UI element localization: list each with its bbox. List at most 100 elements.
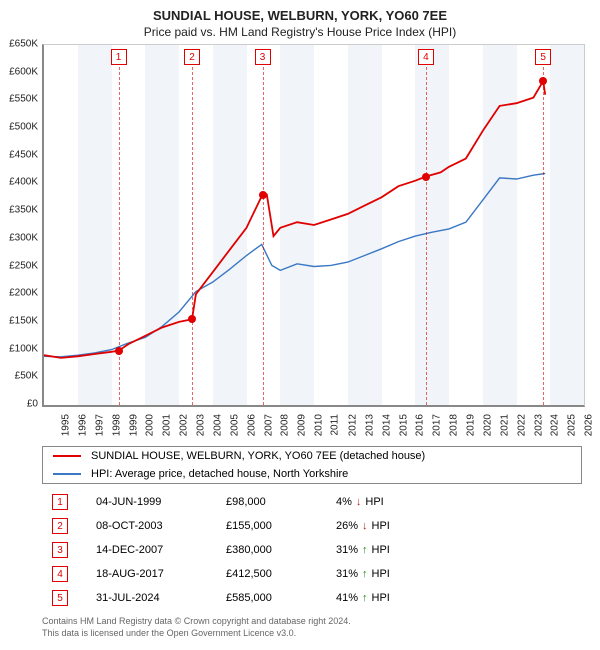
arrow-down-icon: ↓ [356,496,362,508]
sale-dot [188,315,196,323]
sale-marker: 4 [418,49,434,65]
xtick-label: 2024 [550,414,561,436]
sales-diff-hpi-label: HPI [372,568,390,580]
sales-diff-pct: 41% [336,592,358,604]
legend-swatch-hpi [53,473,81,475]
sale-dot [422,173,430,181]
xtick-label: 1998 [111,414,122,436]
sales-diff-hpi-label: HPI [372,544,390,556]
xtick-label: 2017 [432,414,443,436]
ytick-label: £500K [0,122,38,133]
legend: SUNDIAL HOUSE, WELBURN, YORK, YO60 7EE (… [42,446,582,484]
xtick-label: 1999 [128,414,139,436]
ytick-label: £150K [0,315,38,326]
sales-table: 104-JUN-1999£98,0004%↓HPI 2 08-OCT-2003£15… [42,490,582,610]
sale-vline [263,67,264,405]
xtick-label: 2008 [280,414,291,436]
chart-title: SUNDIAL HOUSE, WELBURN, YORK, YO60 7EE [0,0,600,23]
sales-diff-pct: 26% [336,520,358,532]
footnote: Contains HM Land Registry data © Crown c… [42,616,351,639]
sales-row: 531-JUL-2024£585,00041%↑HPI [42,586,582,610]
sale-dot [259,191,267,199]
sale-dot [115,347,123,355]
sales-diff: 26% ↓ HPI [336,520,426,532]
sales-date: 14-DEC-2007 [96,544,226,556]
sales-date: 08-OCT-2003 [96,520,226,532]
plot-area: 1 2 3 4 5 [42,44,585,407]
sales-row: 104-JUN-1999£98,0004%↓HPI [42,490,582,514]
legend-label-hpi: HPI: Average price, detached house, Nort… [91,468,348,480]
sale-marker: 2 [184,49,200,65]
footnote-line2: This data is licensed under the Open Gov… [42,628,351,640]
sales-diff: 4%↓HPI [336,496,426,508]
xtick-label: 2023 [533,414,544,436]
sale-vline [543,67,544,405]
xtick-label: 2009 [297,414,308,436]
xtick-label: 2010 [313,414,324,436]
sales-diff-hpi-label: HPI [372,520,390,532]
xtick-label: 2021 [499,414,510,436]
sales-row: 418-AUG-2017£412,50031%↑HPI [42,562,582,586]
sales-price: £155,000 [226,520,336,532]
ytick-label: £200K [0,288,38,299]
footnote-line1: Contains HM Land Registry data © Crown c… [42,616,351,628]
ytick-label: £300K [0,232,38,243]
sales-diff-hpi-label: HPI [372,592,390,604]
sales-diff-pct: 31% [336,544,358,556]
sales-diff: 31% ↑ HPI [336,544,426,556]
xtick-label: 2001 [162,414,173,436]
arrow-up-icon: ↑ [362,592,368,604]
sales-price: £380,000 [226,544,336,556]
chart-subtitle: Price paid vs. HM Land Registry's House … [0,23,600,43]
chart-root: SUNDIAL HOUSE, WELBURN, YORK, YO60 7EE P… [0,0,600,650]
ytick-label: £0 [0,399,38,410]
xtick-label: 2005 [229,414,240,436]
ytick-label: £100K [0,343,38,354]
xtick-label: 2025 [567,414,578,436]
xtick-label: 2015 [398,414,409,436]
sales-num: 4 [52,566,68,582]
legend-row-hpi: HPI: Average price, detached house, Nort… [43,465,581,483]
xtick-label: 1996 [77,414,88,436]
sale-marker: 5 [535,49,551,65]
xtick-label: 2013 [364,414,375,436]
xtick-label: 2003 [195,414,206,436]
arrow-up-icon: ↑ [362,544,368,556]
xtick-label: 2022 [516,414,527,436]
xtick-label: 1995 [60,414,71,436]
ytick-label: £600K [0,66,38,77]
sale-marker: 1 [111,49,127,65]
xtick-label: 2016 [415,414,426,436]
plot-svg [44,45,584,405]
arrow-up-icon: ↑ [362,568,368,580]
sale-marker: 3 [255,49,271,65]
arrow-down-icon: ↓ [362,520,368,532]
ytick-label: £50K [0,371,38,382]
xtick-label: 1997 [94,414,105,436]
xtick-label: 2018 [448,414,459,436]
xtick-label: 2019 [465,414,476,436]
sales-num: 5 [52,590,68,606]
xtick-label: 2002 [178,414,189,436]
legend-label-property: SUNDIAL HOUSE, WELBURN, YORK, YO60 7EE (… [91,450,425,462]
sales-diff: 31% ↑ HPI [336,568,426,580]
sale-dot [539,77,547,85]
xtick-label: 2006 [246,414,257,436]
sales-price: £585,000 [226,592,336,604]
xtick-label: 2007 [263,414,274,436]
ytick-label: £400K [0,177,38,188]
sales-diff-pct: 31% [336,568,358,580]
sales-date: 18-AUG-2017 [96,568,226,580]
sale-vline [426,67,427,405]
xtick-label: 2012 [347,414,358,436]
ytick-label: £450K [0,149,38,160]
sales-row: 314-DEC-2007£380,00031%↑HPI [42,538,582,562]
legend-row-property: SUNDIAL HOUSE, WELBURN, YORK, YO60 7EE (… [43,447,581,465]
sales-diff-hpi-label: HPI [365,496,383,508]
sales-num: 2 [52,518,68,534]
ytick-label: £350K [0,205,38,216]
xtick-label: 2004 [212,414,223,436]
ytick-label: £250K [0,260,38,271]
sales-price: £98,000 [226,496,336,508]
ytick-label: £650K [0,39,38,50]
